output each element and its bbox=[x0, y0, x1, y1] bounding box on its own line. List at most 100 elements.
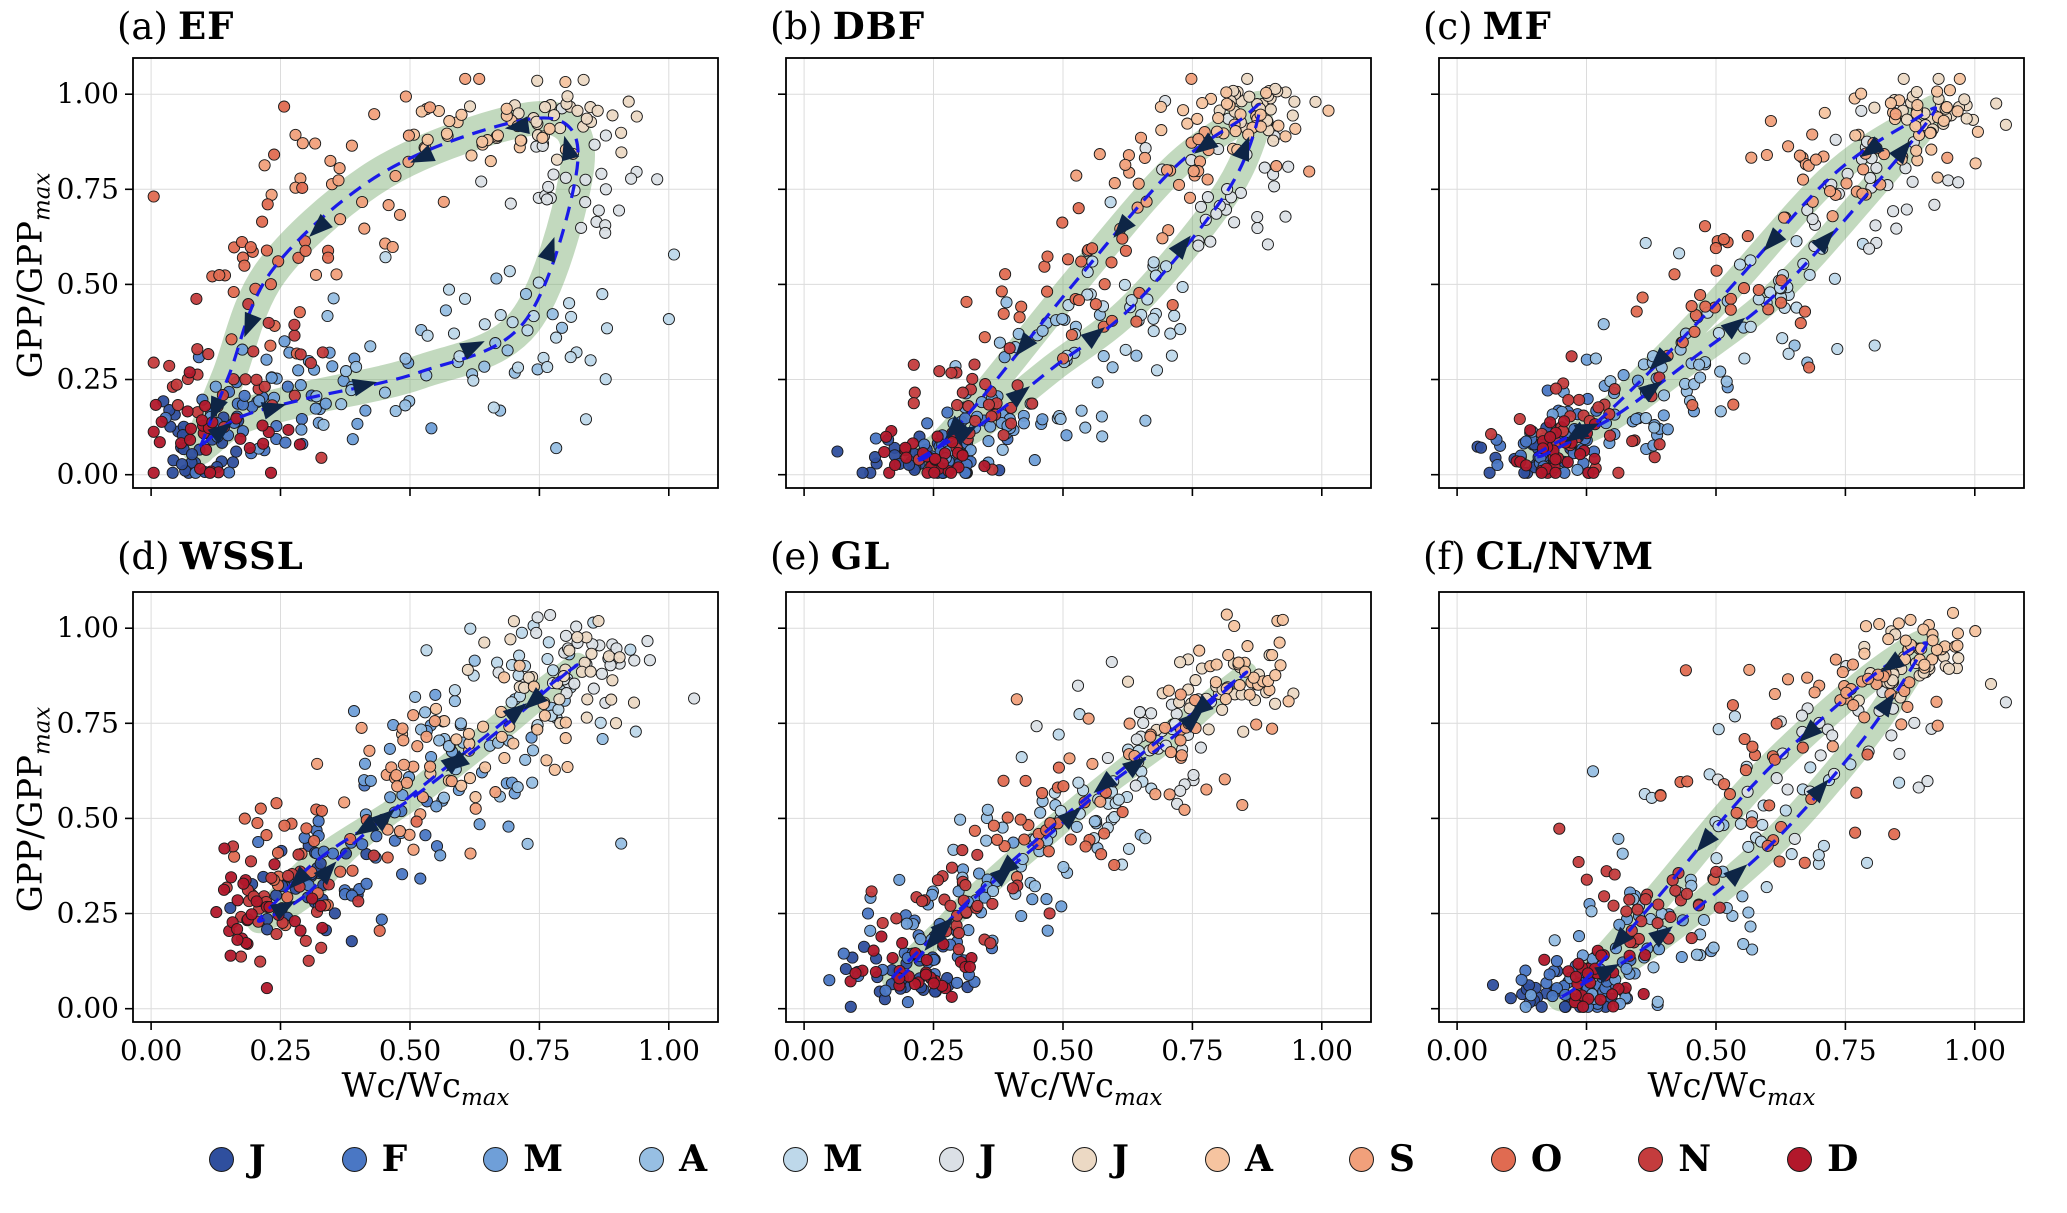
svg-text:0.00: 0.00 bbox=[773, 1034, 835, 1067]
panel-e-title: (e) GL bbox=[770, 534, 890, 578]
svg-text:0.25: 0.25 bbox=[57, 897, 119, 930]
panel-a-title-name: EF bbox=[177, 4, 235, 48]
plot-b bbox=[778, 57, 1372, 496]
plot-a: 0.00 0.25 0.50 0.75 1.00 bbox=[57, 57, 719, 496]
panel-f-title-name: CL/NVM bbox=[1475, 534, 1655, 578]
legend-item-may: M bbox=[783, 1138, 863, 1180]
svg-text:0.00: 0.00 bbox=[57, 458, 119, 491]
panel-b-title-prefix: (b) bbox=[770, 5, 823, 48]
legend-marker-jul bbox=[1071, 1146, 1097, 1172]
x-axis-label-subscript: max bbox=[1766, 1084, 1816, 1111]
panel-c-title-name: MF bbox=[1482, 4, 1552, 48]
legend-item-mar: M bbox=[483, 1138, 563, 1180]
svg-text:0.50: 0.50 bbox=[57, 801, 119, 834]
legend-marker-dec bbox=[1787, 1146, 1813, 1172]
panel-e-title-name: GL bbox=[830, 534, 891, 578]
legend-marker-oct bbox=[1490, 1146, 1516, 1172]
legend-marker-sep bbox=[1348, 1146, 1374, 1172]
svg-text:0.50: 0.50 bbox=[379, 1034, 441, 1067]
svg-text:0.25: 0.25 bbox=[249, 1034, 311, 1067]
y-axis-label-text: GPP/GPP bbox=[10, 221, 51, 379]
y-axis-label-subscript: max bbox=[29, 706, 56, 756]
svg-text:1.00: 1.00 bbox=[638, 1034, 700, 1067]
x-axis-label-text: Wc/Wc bbox=[341, 1066, 461, 1106]
legend-label-oct: O bbox=[1530, 1138, 1563, 1180]
svg-text:0.25: 0.25 bbox=[1555, 1034, 1617, 1067]
svg-text:1.00: 1.00 bbox=[1944, 1034, 2006, 1067]
legend-item-oct: O bbox=[1490, 1138, 1563, 1180]
legend-marker-apr bbox=[639, 1146, 665, 1172]
svg-text:0.75: 0.75 bbox=[57, 172, 119, 205]
panel-a-title-prefix: (a) bbox=[117, 5, 168, 48]
x-axis-label-text: Wc/Wc bbox=[1647, 1066, 1767, 1106]
plot-e: 0.00 0.25 0.50 0.75 1.00 bbox=[773, 591, 1372, 1067]
legend-marker-mar bbox=[483, 1146, 509, 1172]
panel-b-title: (b) DBF bbox=[770, 4, 925, 48]
legend-label-jul: J bbox=[1111, 1138, 1129, 1180]
svg-text:0.00: 0.00 bbox=[120, 1034, 182, 1067]
svg-text:0.75: 0.75 bbox=[57, 706, 119, 739]
legend-item-jun: J bbox=[938, 1138, 996, 1180]
x-axis-label-subscript: max bbox=[1113, 1084, 1163, 1111]
y-axis-label-row1: GPP/GPPmax bbox=[11, 60, 56, 490]
x-axis-label-text: Wc/Wc bbox=[994, 1066, 1114, 1106]
x-axis-label-col3: Wc/Wcmax bbox=[1439, 1066, 2024, 1111]
svg-text:0.75: 0.75 bbox=[1814, 1034, 1876, 1067]
legend-marker-jan bbox=[208, 1146, 234, 1172]
panel-e-title-prefix: (e) bbox=[770, 535, 821, 578]
y-axis-label-text: GPP/GPP bbox=[10, 755, 51, 913]
legend-label-nov: N bbox=[1678, 1138, 1712, 1180]
panel-c-title: (c) MF bbox=[1423, 4, 1552, 48]
panel-d-title: (d) WSSL bbox=[117, 534, 304, 578]
svg-text:0.25: 0.25 bbox=[57, 363, 119, 396]
legend-item-jul: J bbox=[1071, 1138, 1129, 1180]
y-axis-label-row2: GPP/GPPmax bbox=[11, 594, 56, 1024]
plot-c bbox=[1431, 57, 2025, 496]
legend-marker-feb bbox=[341, 1146, 367, 1172]
x-axis-label-col1: Wc/Wcmax bbox=[133, 1066, 718, 1111]
svg-text:0.50: 0.50 bbox=[1685, 1034, 1747, 1067]
legend-label-mar: M bbox=[523, 1138, 564, 1180]
legend-item-aug: A bbox=[1204, 1138, 1273, 1180]
month-legend: J F M A M J J A S O N D bbox=[0, 1138, 2067, 1180]
legend-item-dec: D bbox=[1787, 1138, 1858, 1180]
legend-label-apr: A bbox=[679, 1138, 708, 1180]
y-axis-label-subscript: max bbox=[29, 172, 56, 222]
panel-d-title-name: WSSL bbox=[179, 534, 304, 578]
legend-marker-aug bbox=[1204, 1146, 1230, 1172]
legend-item-sep: S bbox=[1348, 1138, 1415, 1180]
panel-a-title: (a) EF bbox=[117, 4, 234, 48]
legend-label-jun: J bbox=[978, 1138, 996, 1180]
legend-marker-nov bbox=[1638, 1146, 1664, 1172]
legend-item-apr: A bbox=[639, 1138, 707, 1180]
legend-label-may: M bbox=[823, 1138, 863, 1180]
svg-text:0.75: 0.75 bbox=[1161, 1034, 1223, 1067]
plot-f: 0.00 0.25 0.50 0.75 1.00 bbox=[1426, 591, 2025, 1067]
svg-text:0.50: 0.50 bbox=[1032, 1034, 1094, 1067]
legend-item-jan: J bbox=[208, 1138, 266, 1180]
plot-d: 0.000.00 0.25 0.25 0.50 0.50 0.75 0.75 1.00 1.00 bbox=[57, 591, 719, 1067]
x-axis-label-col2: Wc/Wcmax bbox=[786, 1066, 1371, 1111]
legend-label-sep: S bbox=[1388, 1138, 1415, 1180]
x-axis-label-subscript: max bbox=[460, 1084, 510, 1111]
panel-d-title-prefix: (d) bbox=[117, 535, 170, 578]
svg-text:0.50: 0.50 bbox=[57, 267, 119, 300]
panel-b-title-name: DBF bbox=[832, 4, 926, 48]
legend-marker-jun bbox=[938, 1146, 964, 1172]
legend-label-aug: A bbox=[1244, 1138, 1273, 1180]
legend-label-dec: D bbox=[1827, 1138, 1859, 1180]
svg-text:0.75: 0.75 bbox=[508, 1034, 570, 1067]
legend-marker-may bbox=[783, 1146, 809, 1172]
legend-item-nov: N bbox=[1638, 1138, 1711, 1180]
svg-text:1.00: 1.00 bbox=[1291, 1034, 1353, 1067]
svg-text:1.00: 1.00 bbox=[57, 611, 119, 644]
legend-item-feb: F bbox=[341, 1138, 408, 1180]
legend-label-feb: F bbox=[381, 1138, 408, 1180]
svg-text:1.00: 1.00 bbox=[57, 77, 119, 110]
svg-text:0.00: 0.00 bbox=[57, 992, 119, 1025]
panel-f-title: (f) CL/NVM bbox=[1423, 534, 1654, 578]
svg-text:0.00: 0.00 bbox=[1426, 1034, 1488, 1067]
svg-text:0.25: 0.25 bbox=[902, 1034, 964, 1067]
panel-f-title-prefix: (f) bbox=[1423, 535, 1466, 578]
